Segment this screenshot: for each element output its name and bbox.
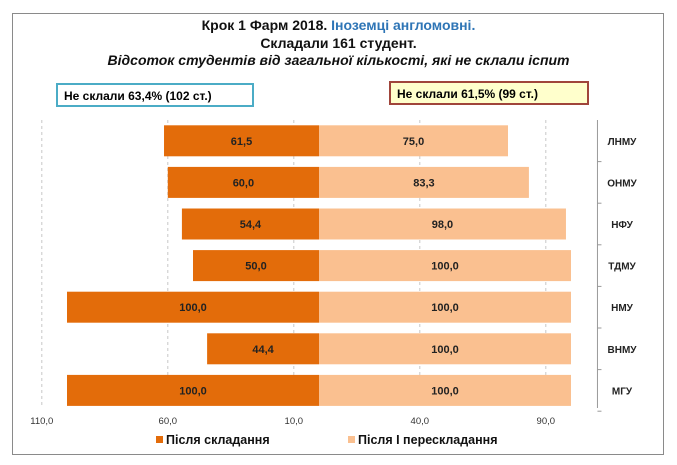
bar-series1 bbox=[193, 250, 319, 282]
legend-label: Після І перескладання bbox=[358, 433, 498, 447]
bar-series2 bbox=[319, 250, 571, 282]
category-label: ТДМУ bbox=[608, 262, 636, 273]
category-label: ВНМУ bbox=[608, 345, 638, 356]
x-tick-label: 90,0 bbox=[537, 416, 556, 427]
data-label: 100,0 bbox=[431, 261, 459, 273]
data-label: 100,0 bbox=[179, 385, 207, 397]
bar-series1 bbox=[207, 333, 319, 365]
category-label: ЛНМУ bbox=[608, 137, 638, 148]
data-label: 83,3 bbox=[413, 177, 434, 189]
legend-swatch bbox=[348, 436, 355, 443]
x-tick-label: 110,0 bbox=[30, 416, 53, 427]
bar-series2 bbox=[319, 291, 571, 323]
data-label: 44,4 bbox=[252, 344, 274, 356]
data-label: 100,0 bbox=[431, 385, 459, 397]
bar-series1 bbox=[164, 125, 319, 157]
data-label: 54,4 bbox=[240, 219, 262, 231]
data-label: 100,0 bbox=[179, 302, 207, 314]
chart-title: Крок 1 Фарм 2018. Іноземці англомовні. bbox=[0, 17, 677, 33]
bar-series2 bbox=[319, 374, 571, 406]
x-tick-label: 60,0 bbox=[159, 416, 178, 427]
bar-series1 bbox=[181, 208, 319, 240]
bar-series2 bbox=[319, 166, 529, 198]
data-label: 75,0 bbox=[403, 136, 424, 148]
x-tick-label: 10,0 bbox=[285, 416, 304, 427]
annotation-left: Не склали 63,4% (102 ст.) bbox=[56, 83, 254, 107]
bar-series1 bbox=[67, 291, 319, 323]
chart-subtitle: Складали 161 студент. bbox=[260, 35, 417, 51]
legend-item-series2: Після І перескладання bbox=[348, 433, 498, 447]
chart-subtitle-italic: Відсоток студентів від загальної кількос… bbox=[107, 52, 570, 68]
x-tick-label: 40,0 bbox=[411, 416, 430, 427]
chart-frame bbox=[12, 13, 664, 455]
annotation-right: Не склали 61,5% (99 ст.) bbox=[389, 81, 589, 105]
legend-item-series1: Після складання bbox=[156, 433, 270, 447]
legend-swatch bbox=[156, 436, 163, 443]
category-label: НФУ bbox=[611, 220, 633, 231]
bar-series1 bbox=[67, 374, 319, 406]
category-label: ОНМУ bbox=[607, 178, 637, 189]
data-label: 61,5 bbox=[231, 136, 252, 148]
data-label: 50,0 bbox=[245, 261, 266, 273]
data-label: 100,0 bbox=[431, 344, 459, 356]
bar-series2 bbox=[319, 333, 571, 365]
data-label: 60,0 bbox=[233, 177, 254, 189]
category-label: МГУ bbox=[612, 386, 633, 397]
data-label: 100,0 bbox=[431, 302, 459, 314]
title-part1: Крок 1 Фарм 2018. bbox=[201, 17, 328, 33]
data-label: 98,0 bbox=[432, 219, 453, 231]
bar-series2 bbox=[319, 208, 566, 240]
title-highlight: Іноземці англомовні. bbox=[331, 17, 476, 33]
bar-series2 bbox=[319, 125, 508, 157]
category-label: НМУ bbox=[611, 303, 634, 314]
legend-label: Після складання bbox=[166, 433, 270, 447]
bar-series1 bbox=[167, 166, 319, 198]
